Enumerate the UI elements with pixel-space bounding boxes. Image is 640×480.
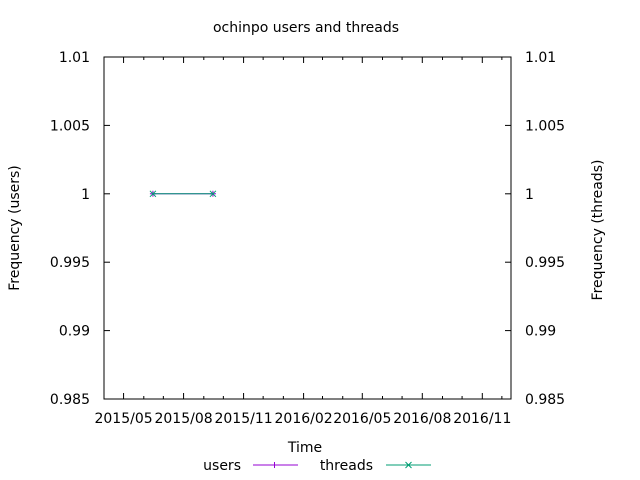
x-tick-label: 2015/05 [94,411,152,427]
legend-label-threads: threads [320,458,373,474]
x-tick-label: 2016/02 [275,411,333,427]
x-tick-label: 2015/08 [154,411,212,427]
legend-marker-users [271,462,278,468]
data-point-threads [209,190,217,198]
legend-label-users: users [203,458,241,474]
series-layer [149,190,217,198]
x-axis-tick-labels: 2015/05 2015/08 2015/11 2016/02 2016/05 2016/… [94,411,511,427]
y-tick-label: 1.01 [59,50,90,66]
legend-marker-threads [405,461,412,469]
x-axis-title: Time [287,440,322,456]
x-tick-label: 2016/11 [453,411,511,427]
x-tick-label: 2016/05 [333,411,391,427]
y-axis-tick-labels: 0.985 0.99 0.995 1 1.005 1.01 [50,50,90,408]
y2-tick-label: 1.01 [525,50,556,66]
y2-tick-label: 0.99 [525,324,556,340]
y-tick-label: 0.995 [50,255,90,271]
y2-tick-label: 1 [525,187,534,203]
y-tick-label: 0.985 [50,392,90,408]
x-tick-label: 2016/08 [393,411,451,427]
data-point-threads [149,190,157,198]
y2-tick-label: 0.985 [525,392,565,408]
y-tick-label: 1 [81,187,90,203]
chart-title: ochinpo users and threads [213,20,399,36]
y2-tick-label: 1.005 [525,118,565,134]
plot-frame [103,56,512,400]
y-tick-label: 1.005 [50,118,90,134]
y2-axis-tick-labels: 0.985 0.99 0.995 1 1.005 1.01 [525,50,565,408]
y2-tick-label: 0.995 [525,255,565,271]
y-tick-label: 0.99 [59,324,90,340]
x-tick-label: 2015/11 [214,411,272,427]
legend: users threads [203,458,431,474]
y2-axis-title: Frequency (threads) [590,160,606,301]
y-axis-title: Frequency (users) [7,165,23,291]
axis-ticks [104,56,511,400]
